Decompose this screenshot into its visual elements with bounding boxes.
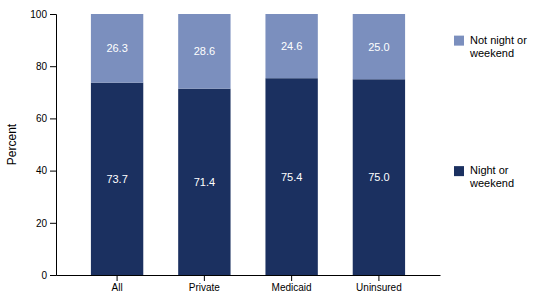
bar: [265, 14, 317, 78]
x-axis-line: [57, 275, 441, 276]
data-label: 73.7: [106, 173, 127, 185]
y-tick-label: 40: [36, 165, 48, 176]
x-tick: All: [112, 275, 123, 293]
data-label: 26.3: [106, 42, 127, 54]
x-tick-mark: [204, 275, 205, 281]
y-tick-label: 80: [36, 61, 48, 72]
y-tick-mark: [50, 171, 56, 172]
y-axis-title: Percent: [5, 123, 19, 165]
legend: Night orweekend Not night orweekend: [454, 34, 527, 190]
bar: [178, 14, 230, 89]
data-label: 28.6: [194, 45, 215, 57]
chart: 0 20 40 60 80 100 All Private Medicaid Uninsured P…: [0, 0, 560, 305]
y-axis-line: [50, 15, 57, 276]
x-tick-mark: [117, 275, 118, 281]
x-tick-label: Uninsured: [356, 282, 402, 293]
x-tick: Private: [189, 275, 221, 293]
y-tick: 0: [41, 270, 56, 281]
bar: [353, 79, 405, 275]
data-label: 24.6: [281, 40, 302, 52]
data-labels: 73.7 71.4 75.4 75.0 26.3 28.6 24.6 25.0: [106, 40, 389, 188]
bar: [265, 78, 317, 275]
y-tick-mark: [50, 118, 56, 119]
y-tick-label: 0: [41, 270, 47, 281]
y-tick-label: 20: [36, 218, 48, 229]
y-tick: 100: [30, 9, 56, 20]
x-axis: All Private Medicaid Uninsured: [57, 275, 441, 293]
legend-label: Night orweekend: [469, 164, 514, 189]
y-tick-mark: [50, 14, 56, 15]
x-tick-label: All: [112, 282, 123, 293]
y-tick: 40: [36, 165, 56, 176]
x-tick-label: Medicaid: [272, 282, 312, 293]
y-tick: 80: [36, 61, 56, 72]
data-label: 71.4: [194, 176, 215, 188]
y-tick: 60: [36, 113, 56, 124]
plot: 0 20 40 60 80 100 All Private Medicaid Uninsured P…: [5, 9, 441, 293]
legend-item: Night orweekend: [454, 164, 514, 189]
y-tick-mark: [50, 66, 56, 67]
data-label: 75.4: [281, 171, 302, 183]
y-tick-mark: [50, 275, 56, 276]
bar: [178, 89, 230, 275]
x-tick-mark: [291, 275, 292, 281]
legend-swatch: [454, 36, 464, 46]
y-axis: 0 20 40 60 80 100: [30, 9, 56, 281]
x-tick-label: Private: [189, 282, 221, 293]
bars: [91, 14, 405, 275]
data-label: 25.0: [368, 41, 389, 53]
x-tick-mark: [378, 275, 379, 281]
y-tick-label: 60: [36, 113, 48, 124]
y-tick-mark: [50, 223, 56, 224]
legend-label: Not night orweekend: [469, 34, 527, 59]
legend-item: Not night orweekend: [454, 34, 527, 59]
legend-swatch: [454, 166, 464, 176]
bar: [91, 14, 143, 83]
x-tick: Medicaid: [272, 275, 312, 293]
data-label: 75.0: [368, 171, 389, 183]
bar: [353, 14, 405, 79]
y-tick: 20: [36, 218, 56, 229]
y-tick-label: 100: [30, 9, 47, 20]
bar: [91, 83, 143, 275]
x-tick: Uninsured: [356, 275, 402, 293]
